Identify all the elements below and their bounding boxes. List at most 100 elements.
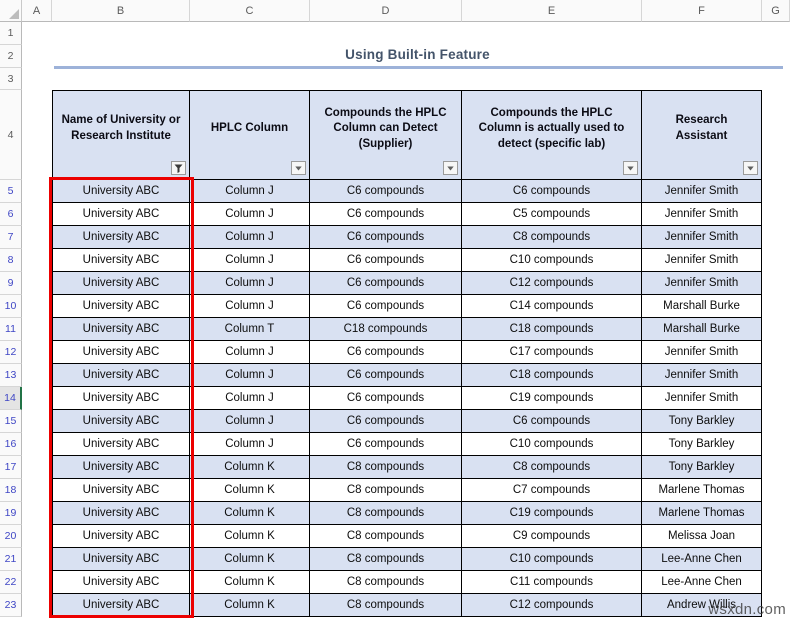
row-header-4[interactable]: 4 [0, 90, 22, 180]
cell-r5-c4[interactable]: C6 compounds [462, 180, 642, 203]
cell-r12-c3[interactable]: C6 compounds [310, 341, 462, 364]
cell-r21-c4[interactable]: C10 compounds [462, 548, 642, 571]
cell-r8-c1[interactable]: University ABC [53, 249, 190, 272]
cell-r6-c5[interactable]: Jennifer Smith [642, 203, 762, 226]
cell-r9-c3[interactable]: C6 compounds [310, 272, 462, 295]
cell-r20-c1[interactable]: University ABC [53, 525, 190, 548]
table-header-col-3[interactable]: Compounds the HPLC Column can Detect (Su… [310, 91, 462, 180]
cell-r20-c2[interactable]: Column K [190, 525, 310, 548]
row-header-8[interactable]: 8 [0, 249, 22, 272]
cell-r23-c2[interactable]: Column K [190, 594, 310, 617]
cell-r10-c2[interactable]: Column J [190, 295, 310, 318]
cell-r5-c3[interactable]: C6 compounds [310, 180, 462, 203]
row-header-15[interactable]: 15 [0, 410, 22, 433]
row-header-22[interactable]: 22 [0, 571, 22, 594]
cell-r14-c5[interactable]: Jennifer Smith [642, 387, 762, 410]
row-header-1[interactable]: 1 [0, 22, 22, 45]
filter-applied-button[interactable] [171, 161, 186, 175]
row-header-3[interactable]: 3 [0, 68, 22, 90]
cell-r13-c1[interactable]: University ABC [53, 364, 190, 387]
cell-r11-c5[interactable]: Marshall Burke [642, 318, 762, 341]
cell-r18-c5[interactable]: Marlene Thomas [642, 479, 762, 502]
cell-r9-c2[interactable]: Column J [190, 272, 310, 295]
table-header-col-5[interactable]: Research Assistant [642, 91, 762, 180]
cell-r20-c3[interactable]: C8 compounds [310, 525, 462, 548]
cell-r5-c1[interactable]: University ABC [53, 180, 190, 203]
cell-r5-c2[interactable]: Column J [190, 180, 310, 203]
table-header-col-2[interactable]: HPLC Column [190, 91, 310, 180]
cell-r11-c1[interactable]: University ABC [53, 318, 190, 341]
row-header-19[interactable]: 19 [0, 502, 22, 525]
cell-r6-c2[interactable]: Column J [190, 203, 310, 226]
column-header-c[interactable]: C [190, 0, 310, 22]
cell-r13-c4[interactable]: C18 compounds [462, 364, 642, 387]
cell-r12-c4[interactable]: C17 compounds [462, 341, 642, 364]
cell-r8-c5[interactable]: Jennifer Smith [642, 249, 762, 272]
cell-r8-c2[interactable]: Column J [190, 249, 310, 272]
cell-r13-c3[interactable]: C6 compounds [310, 364, 462, 387]
cell-r17-c4[interactable]: C8 compounds [462, 456, 642, 479]
cell-r18-c2[interactable]: Column K [190, 479, 310, 502]
cell-r9-c4[interactable]: C12 compounds [462, 272, 642, 295]
cell-r7-c5[interactable]: Jennifer Smith [642, 226, 762, 249]
cell-r23-c1[interactable]: University ABC [53, 594, 190, 617]
cell-r22-c5[interactable]: Lee-Anne Chen [642, 571, 762, 594]
cell-r19-c5[interactable]: Marlene Thomas [642, 502, 762, 525]
cell-r10-c3[interactable]: C6 compounds [310, 295, 462, 318]
row-header-10[interactable]: 10 [0, 295, 22, 318]
row-header-21[interactable]: 21 [0, 548, 22, 571]
cell-r16-c2[interactable]: Column J [190, 433, 310, 456]
cell-r18-c1[interactable]: University ABC [53, 479, 190, 502]
column-header-e[interactable]: E [462, 0, 642, 22]
row-header-6[interactable]: 6 [0, 203, 22, 226]
cell-r7-c2[interactable]: Column J [190, 226, 310, 249]
cell-r14-c1[interactable]: University ABC [53, 387, 190, 410]
column-header-d[interactable]: D [310, 0, 462, 22]
cell-r6-c3[interactable]: C6 compounds [310, 203, 462, 226]
cell-r23-c4[interactable]: C12 compounds [462, 594, 642, 617]
row-header-12[interactable]: 12 [0, 341, 22, 364]
row-header-23[interactable]: 23 [0, 594, 22, 617]
cell-r18-c3[interactable]: C8 compounds [310, 479, 462, 502]
cell-r22-c1[interactable]: University ABC [53, 571, 190, 594]
cell-r23-c5[interactable]: Andrew Willis [642, 594, 762, 617]
cell-r10-c4[interactable]: C14 compounds [462, 295, 642, 318]
cell-r13-c5[interactable]: Jennifer Smith [642, 364, 762, 387]
cell-r15-c4[interactable]: C6 compounds [462, 410, 642, 433]
cell-r17-c2[interactable]: Column K [190, 456, 310, 479]
cell-r21-c2[interactable]: Column K [190, 548, 310, 571]
sheet-title-cell[interactable]: Using Built-in Feature [345, 47, 490, 62]
filter-dropdown-button[interactable] [291, 161, 306, 175]
cell-r18-c4[interactable]: C7 compounds [462, 479, 642, 502]
cell-r11-c4[interactable]: C18 compounds [462, 318, 642, 341]
cell-r14-c3[interactable]: C6 compounds [310, 387, 462, 410]
cell-r21-c1[interactable]: University ABC [53, 548, 190, 571]
row-header-18[interactable]: 18 [0, 479, 22, 502]
cell-r17-c5[interactable]: Tony Barkley [642, 456, 762, 479]
cell-r10-c5[interactable]: Marshall Burke [642, 295, 762, 318]
cell-r9-c5[interactable]: Jennifer Smith [642, 272, 762, 295]
cell-r17-c3[interactable]: C8 compounds [310, 456, 462, 479]
cell-r19-c2[interactable]: Column K [190, 502, 310, 525]
row-header-7[interactable]: 7 [0, 226, 22, 249]
cell-r22-c4[interactable]: C11 compounds [462, 571, 642, 594]
cell-r8-c3[interactable]: C6 compounds [310, 249, 462, 272]
cell-r22-c2[interactable]: Column K [190, 571, 310, 594]
cell-r23-c3[interactable]: C8 compounds [310, 594, 462, 617]
cell-r16-c4[interactable]: C10 compounds [462, 433, 642, 456]
table-header-col-4[interactable]: Compounds the HPLC Column is actually us… [462, 91, 642, 180]
cell-r7-c1[interactable]: University ABC [53, 226, 190, 249]
cell-r7-c3[interactable]: C6 compounds [310, 226, 462, 249]
cell-r21-c5[interactable]: Lee-Anne Chen [642, 548, 762, 571]
cell-r16-c3[interactable]: C6 compounds [310, 433, 462, 456]
cell-r15-c1[interactable]: University ABC [53, 410, 190, 433]
row-header-2[interactable]: 2 [0, 45, 22, 68]
table-header-col-1[interactable]: Name of University or Research Institute [53, 91, 190, 180]
cell-r19-c4[interactable]: C19 compounds [462, 502, 642, 525]
cell-r16-c5[interactable]: Tony Barkley [642, 433, 762, 456]
cell-r6-c4[interactable]: C5 compounds [462, 203, 642, 226]
cell-r7-c4[interactable]: C8 compounds [462, 226, 642, 249]
cell-r15-c2[interactable]: Column J [190, 410, 310, 433]
cell-r10-c1[interactable]: University ABC [53, 295, 190, 318]
filter-dropdown-button[interactable] [623, 161, 638, 175]
